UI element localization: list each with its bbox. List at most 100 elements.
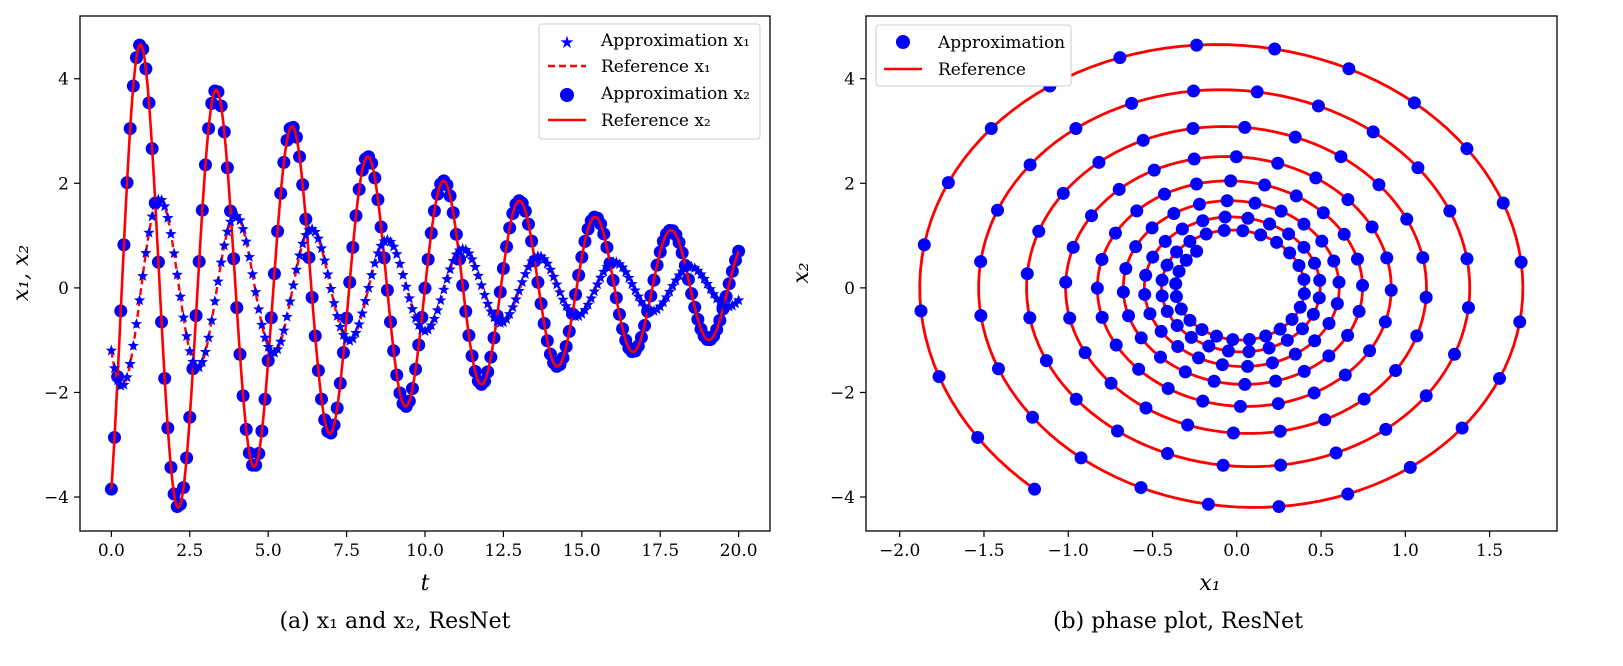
approx-x1-point: [193, 361, 205, 373]
approx-x1-point: [522, 261, 535, 272]
legend-label-approximation: Approximation: [937, 33, 1065, 53]
approx-phase-point: [1312, 291, 1326, 305]
approx-phase-point: [1187, 152, 1201, 166]
approx-phase-point: [1023, 158, 1037, 172]
approx-phase-point: [1248, 196, 1262, 210]
approx-phase-point: [1201, 497, 1215, 511]
legend-star-icon: ★: [559, 33, 574, 53]
approx-x1-point: [199, 346, 212, 357]
approx-x1-point: [676, 265, 688, 277]
approx-phase-point: [1419, 290, 1433, 304]
approx-x1-point: [362, 282, 375, 293]
approx-x1-point: [130, 318, 143, 329]
approx-x1-point: [544, 263, 557, 275]
approx-x1-point: [397, 268, 409, 280]
approx-phase-point: [1341, 193, 1355, 207]
approx-x1-point: [124, 358, 136, 369]
approx-phase-point: [1026, 410, 1040, 424]
approx-x1-point: [105, 344, 118, 356]
approx-x1-point: [215, 256, 227, 268]
approx-phase-point: [1332, 275, 1346, 289]
approx-x1-point: [253, 303, 265, 315]
approx-x1-point: [271, 343, 284, 355]
approx-phase-point: [1161, 447, 1175, 461]
approx-x1-point: [667, 280, 679, 291]
approx-x1-point: [710, 292, 723, 304]
approx-x1-point: [475, 279, 488, 291]
approx-phase-point: [1020, 267, 1034, 281]
approx-phase-point: [1109, 338, 1123, 352]
approx-x1-point: [616, 261, 629, 273]
approx-x1-point: [579, 304, 591, 315]
approx-phase-point: [1132, 362, 1146, 376]
approx-x1-point: [350, 326, 362, 338]
approx-x1-point: [394, 257, 406, 269]
right-legend-box: [875, 24, 1072, 87]
approx-phase-point: [1069, 121, 1083, 135]
approx-x1-point: [262, 340, 274, 352]
approx-phase-point: [1357, 392, 1371, 406]
approx-x1-point: [516, 276, 528, 288]
approx-x1-point: [140, 247, 152, 258]
approx-phase-point: [1297, 272, 1311, 286]
approx-phase-point: [1447, 347, 1461, 361]
approx-x1-point: [488, 311, 500, 323]
approx-phase-point: [1059, 275, 1073, 289]
approx-x1-point: [419, 325, 431, 336]
approx-phase-point: [1069, 392, 1083, 406]
approx-x1-point: [701, 277, 713, 289]
approx-phase-point: [1416, 251, 1430, 265]
left-xlabel: t: [421, 571, 430, 596]
approx-x1-point: [438, 283, 450, 295]
approx-phase-point: [1215, 358, 1229, 372]
approx-x1-point: [541, 257, 554, 269]
approx-phase-point: [1238, 377, 1252, 391]
approx-phase-point: [1268, 42, 1282, 56]
approx-x1-point: [594, 271, 607, 283]
approx-x1-point: [158, 200, 171, 212]
approx-phase-point: [1334, 150, 1348, 164]
approx-x1-point: [334, 320, 347, 332]
approx-phase-point: [1236, 224, 1250, 238]
approx-phase-point: [1313, 273, 1327, 287]
approx-x1-point: [278, 324, 290, 336]
approx-x1-point: [133, 294, 146, 306]
approx-phase-point: [1337, 227, 1351, 241]
approx-phase-point: [1443, 204, 1457, 218]
approx-phase-point: [1130, 204, 1144, 218]
approx-phase-point: [1306, 307, 1320, 321]
approx-x1-point: [115, 379, 127, 391]
x-tick-label: 7.5: [333, 541, 360, 561]
approx-x1-point: [234, 214, 246, 226]
approx-phase-point: [1186, 121, 1200, 135]
approx-phase-point: [1190, 177, 1203, 191]
approx-phase-point: [1341, 487, 1355, 501]
approx-phase-point: [1172, 264, 1186, 278]
approx-x1-point: [218, 239, 230, 251]
approx-x1-point: [378, 235, 390, 247]
approx-phase-point: [1307, 386, 1321, 400]
approx-phase-point: [1270, 235, 1284, 249]
x-tick-label: 17.5: [641, 541, 679, 561]
approx-phase-point: [1095, 252, 1109, 266]
approx-x1-point: [431, 304, 444, 316]
approx-x1-point: [309, 226, 321, 237]
approx-phase-point: [1221, 344, 1235, 358]
approx-x1-point: [372, 247, 384, 259]
approx-x1-point: [620, 266, 632, 278]
approx-phase-point: [1379, 422, 1393, 436]
approx-phase-point: [1216, 458, 1230, 472]
approx-phase-point: [1233, 399, 1247, 413]
approx-x1-point: [519, 268, 532, 279]
approx-x1-point: [692, 264, 704, 276]
approx-x1-point: [648, 305, 660, 316]
approx-phase-point: [974, 255, 988, 269]
approx-phase-point: [1190, 244, 1204, 258]
approx-phase-point: [1134, 331, 1148, 345]
approx-x1-point: [704, 283, 717, 294]
approx-x1-point: [695, 268, 707, 280]
approx-x1-point: [466, 253, 478, 265]
y-tick-label: 4: [58, 70, 69, 90]
approx-x1-point: [171, 268, 183, 280]
